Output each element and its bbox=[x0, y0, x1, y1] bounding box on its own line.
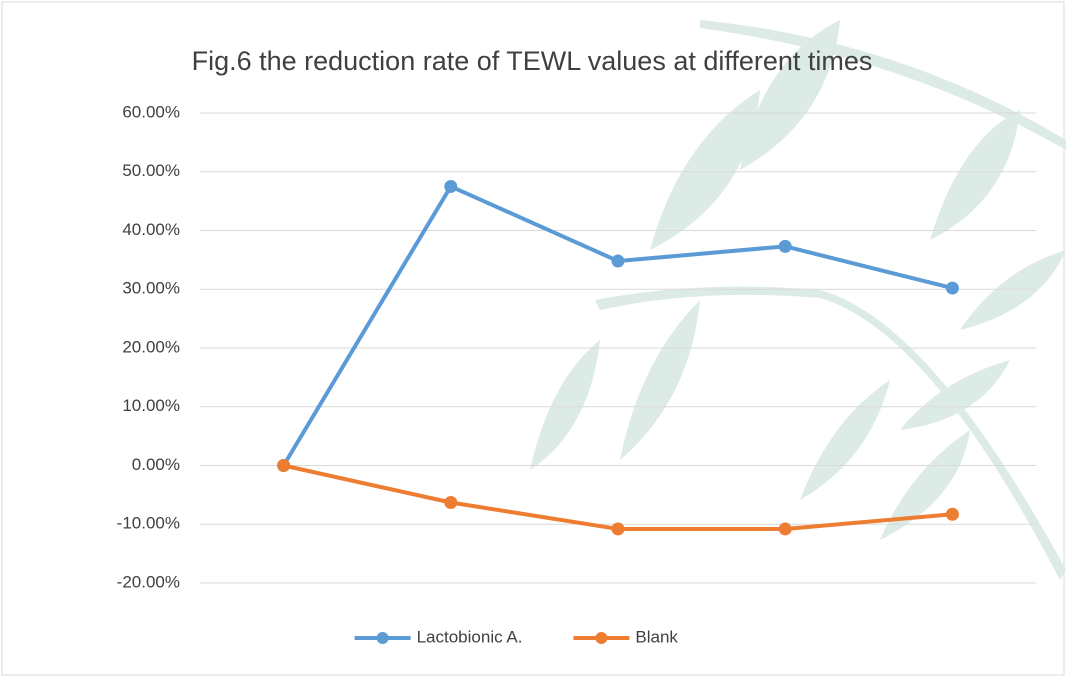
legend-label: Blank bbox=[635, 627, 678, 646]
point-marker bbox=[779, 523, 791, 535]
y-tick-label: -20.00% bbox=[117, 572, 180, 591]
chart: Fig.6 the reduction rate of TEWL values … bbox=[0, 0, 1066, 677]
point-marker bbox=[946, 508, 958, 520]
y-tick-label: -10.00% bbox=[117, 514, 180, 533]
y-tick-label: 30.00% bbox=[122, 279, 180, 298]
point-marker bbox=[779, 240, 791, 252]
y-tick-label: 20.00% bbox=[122, 337, 180, 356]
point-marker bbox=[278, 460, 290, 472]
y-tick-label: 50.00% bbox=[122, 161, 180, 180]
point-marker bbox=[445, 497, 457, 509]
point-marker bbox=[946, 282, 958, 294]
legend-marker bbox=[377, 632, 389, 644]
point-marker bbox=[445, 180, 457, 192]
y-tick-label: 0.00% bbox=[132, 455, 180, 474]
y-tick-label: 40.00% bbox=[122, 220, 180, 239]
legend-marker bbox=[595, 632, 607, 644]
point-marker bbox=[612, 255, 624, 267]
y-tick-label: 10.00% bbox=[122, 396, 180, 415]
legend-label: Lactobionic A. bbox=[417, 627, 523, 646]
y-tick-label: 60.00% bbox=[122, 102, 180, 121]
chart-title: Fig.6 the reduction rate of TEWL values … bbox=[192, 46, 873, 76]
point-marker bbox=[612, 523, 624, 535]
